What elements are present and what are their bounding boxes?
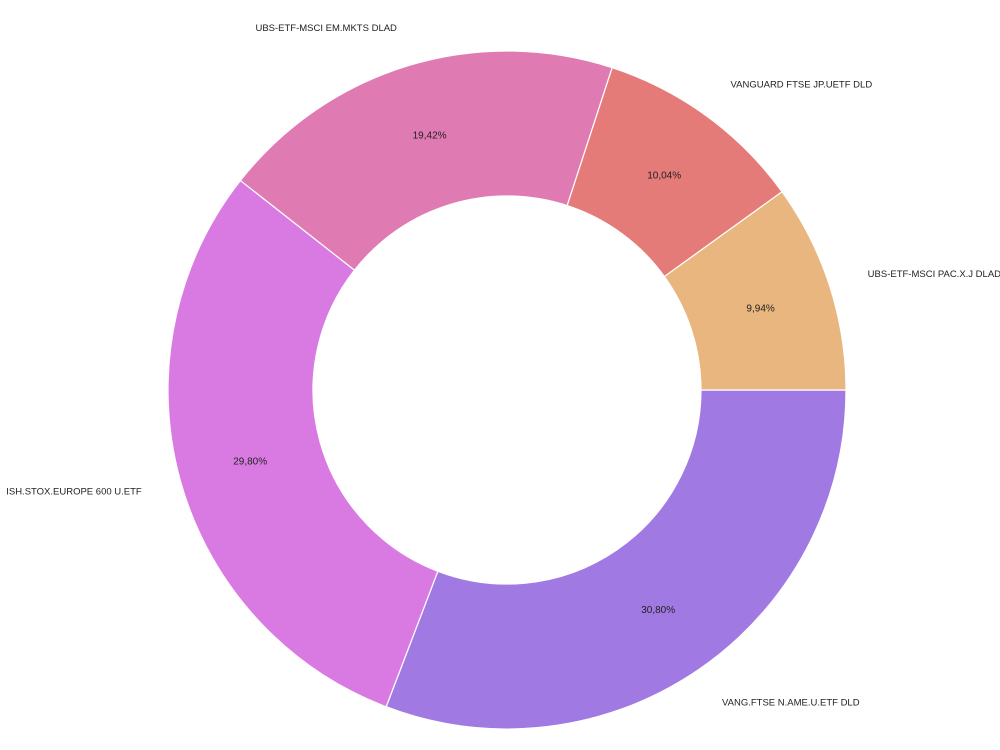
category-labels-group: VANG.FTSE N.AME.U.ETF DLD ISH.STOX.EUROPE… <box>6 23 1000 709</box>
percent-label-vang-ftse-n-ame-u-etf-dld: 30,80% <box>641 605 675 616</box>
category-label-vanguard-ftse-jp-uetf-dld: VANGUARD FTSE JP.UETF DLD <box>731 79 873 90</box>
category-label-ubs-etf-msci-em-mkts-dlad: UBS-ETF-MSCI EM.MKTS DLAD <box>255 23 397 34</box>
slice-ubs-etf-msci-pac-x-j-dlad[interactable] <box>663 190 847 391</box>
category-label-vang-ftse-n-ame-u-etf-dld: VANG.FTSE N.AME.U.ETF DLD <box>722 698 860 709</box>
percent-labels-group: 30,80% 29,80% 19,42% 10,04% 9,94% <box>233 130 775 615</box>
percent-label-vanguard-ftse-jp-uetf-dld: 10,04% <box>647 170 681 181</box>
slice-ubs-etf-msci-em-mkts-dlad[interactable] <box>239 50 613 271</box>
category-label-ish-stox-europe-600-u-etf: ISH.STOX.EUROPE 600 U.ETF <box>6 487 142 498</box>
slice-ish-stox-europe-600-u-etf[interactable] <box>167 179 439 708</box>
percent-label-ubs-etf-msci-pac-x-j-dlad: 9,94% <box>746 304 774 315</box>
category-label-ubs-etf-msci-pac-x-j-dlad: UBS-ETF-MSCI PAC.X.J DLAD <box>868 269 1000 280</box>
slices-group <box>167 50 847 730</box>
slice-vang-ftse-n-ame-u-etf-dld[interactable] <box>385 389 847 730</box>
percent-label-ish-stox-europe-600-u-etf: 29,80% <box>233 457 267 468</box>
percent-label-ubs-etf-msci-em-mkts-dlad: 19,42% <box>413 130 447 141</box>
